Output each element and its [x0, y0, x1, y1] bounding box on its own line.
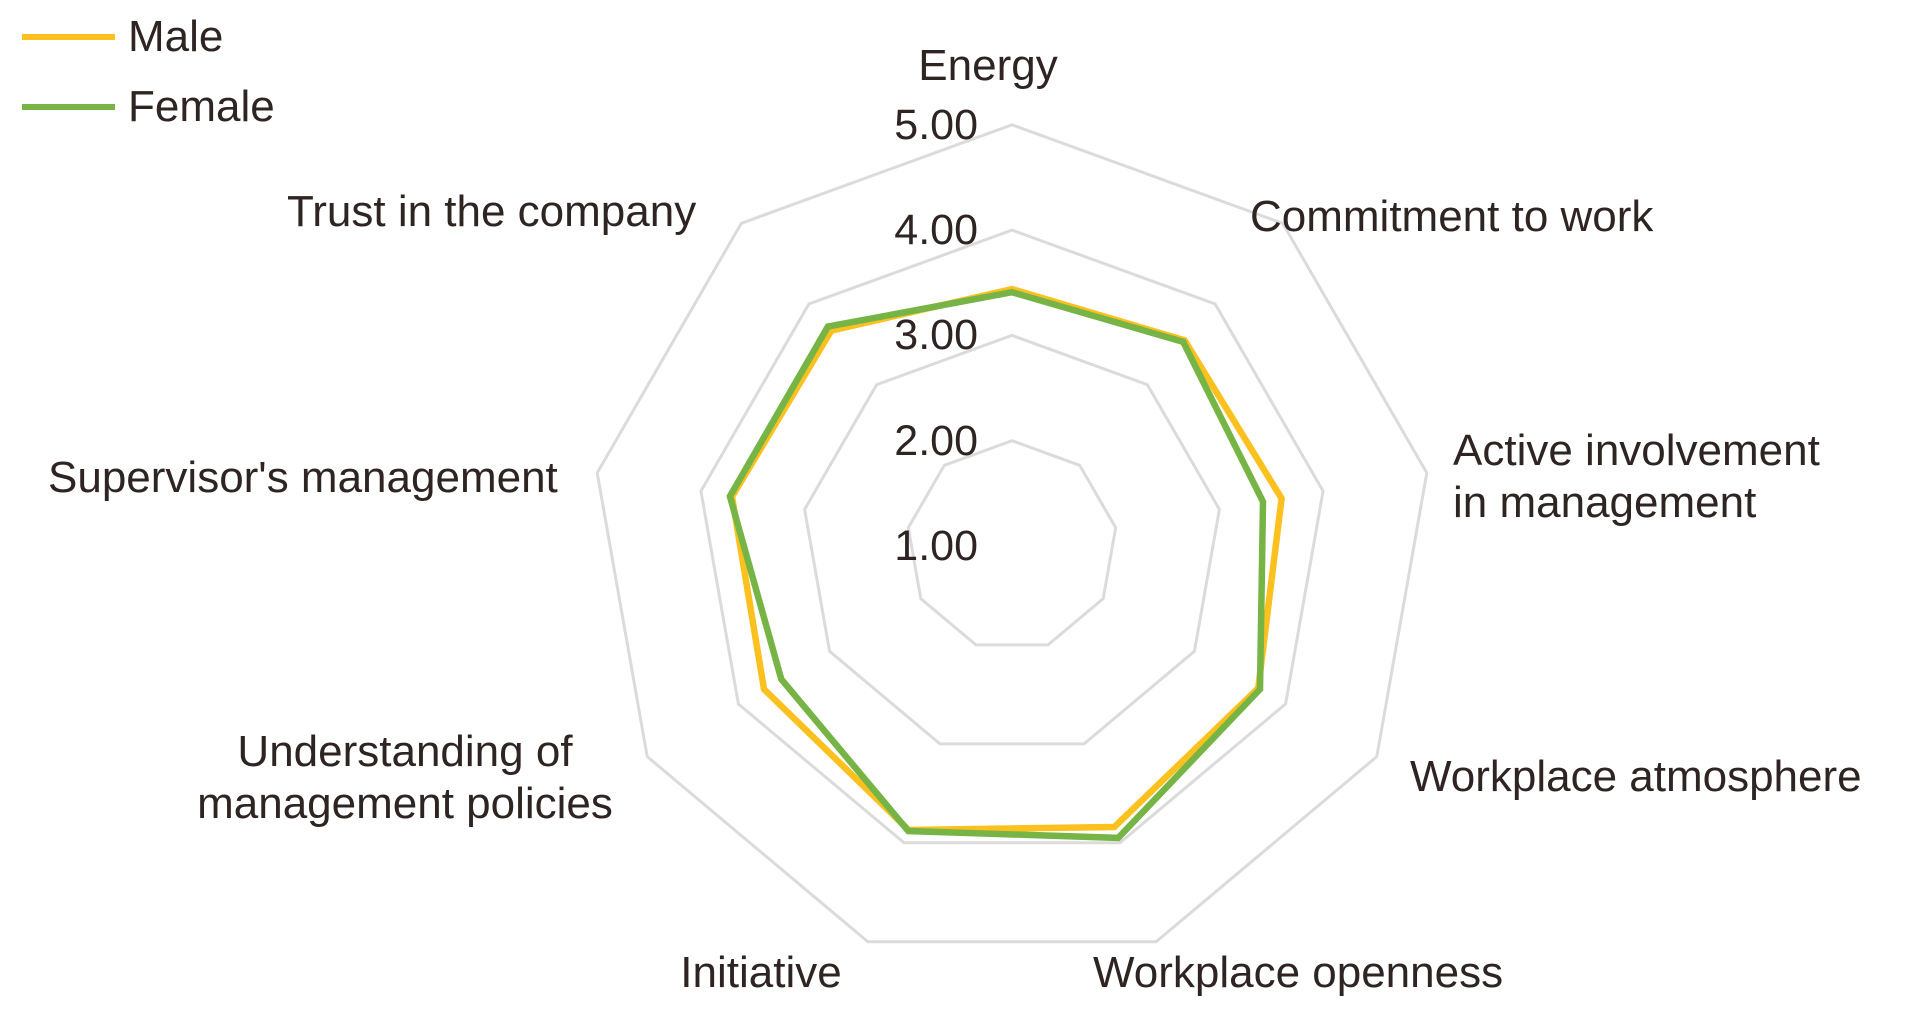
legend-item-male: Male: [22, 2, 275, 72]
axis-label-understanding-line2: management policies: [197, 779, 613, 828]
female-series-line: [726, 288, 1267, 842]
axis-label-trust-in-the-company: Trust in the company: [287, 187, 697, 236]
axis-label-active-involvement-line2: in management: [1453, 478, 1757, 527]
axis-label-understanding: Understanding of management policies: [197, 726, 613, 830]
axis-label-understanding-line1: Understanding of: [237, 727, 573, 776]
tick-label-1: 1.00: [894, 522, 978, 570]
tick-label-5: 5.00: [894, 101, 978, 149]
legend-label-male: Male: [128, 12, 224, 61]
tick-label-4: 4.00: [894, 206, 978, 254]
axis-label-active-involvement: Active involvement in management: [1453, 425, 1820, 529]
axis-label-workplace-openness: Workplace openness: [1093, 948, 1504, 997]
grid-ring-3: [803, 333, 1221, 746]
axis-label-energy: Energy: [918, 41, 1058, 90]
legend: Male Female: [22, 2, 275, 142]
grid-ring-2: [906, 439, 1118, 647]
grid-ring-4: [699, 228, 1325, 845]
legend-item-female: Female: [22, 72, 275, 142]
data-series: [726, 285, 1285, 842]
axis-label-active-involvement-line1: Active involvement: [1453, 426, 1820, 475]
male-series-line: [728, 285, 1285, 834]
male-line-swatch: [22, 34, 115, 40]
axis-label-supervisors-management: Supervisor's management: [48, 453, 558, 502]
axis-label-commitment-to-work: Commitment to work: [1250, 192, 1654, 241]
tick-label-3: 3.00: [894, 311, 978, 359]
axis-label-workplace-atmosphere: Workplace atmosphere: [1410, 752, 1862, 801]
legend-label-female: Female: [128, 82, 275, 131]
tick-label-2: 2.00: [894, 417, 978, 465]
female-line-swatch: [22, 104, 115, 110]
grid-ring-5: [595, 123, 1429, 944]
grid-rings: [595, 123, 1429, 944]
axis-label-initiative: Initiative: [680, 948, 842, 997]
